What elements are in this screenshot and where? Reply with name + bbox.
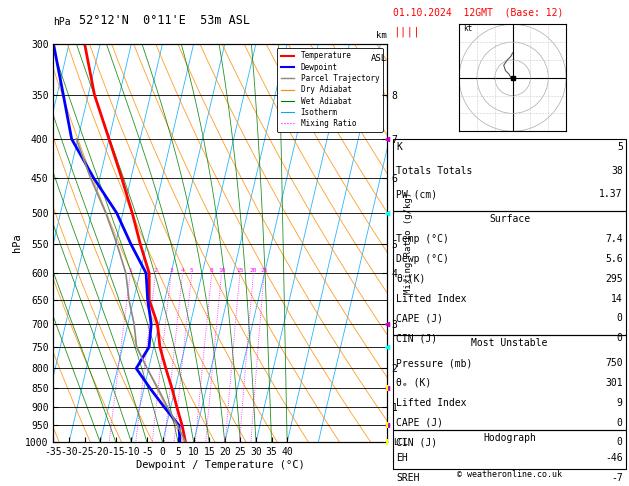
Text: 10: 10 [218, 268, 225, 273]
Text: 0: 0 [617, 417, 623, 428]
Text: 3: 3 [169, 268, 173, 273]
Text: Temp (°C): Temp (°C) [396, 234, 449, 244]
Text: ASL: ASL [370, 54, 387, 63]
Text: EH: EH [396, 453, 408, 463]
Text: 9: 9 [617, 398, 623, 408]
Text: Most Unstable: Most Unstable [471, 338, 548, 348]
Text: Pressure (mb): Pressure (mb) [396, 358, 472, 368]
Text: LCL: LCL [394, 438, 408, 447]
Text: 01.10.2024  12GMT  (Base: 12): 01.10.2024 12GMT (Base: 12) [393, 7, 564, 17]
Text: 5: 5 [617, 142, 623, 153]
Text: -7: -7 [611, 473, 623, 483]
Text: 0: 0 [617, 437, 623, 448]
Text: 4: 4 [181, 268, 184, 273]
Text: 14: 14 [611, 294, 623, 304]
Text: 15: 15 [236, 268, 243, 273]
Text: 2: 2 [153, 268, 157, 273]
Text: kt: kt [463, 24, 472, 34]
Text: CAPE (J): CAPE (J) [396, 313, 443, 324]
Text: 8: 8 [210, 268, 214, 273]
Text: 301: 301 [605, 378, 623, 388]
Text: -46: -46 [605, 453, 623, 463]
Text: 38: 38 [611, 166, 623, 176]
Y-axis label: hPa: hPa [13, 234, 22, 252]
Text: 20: 20 [250, 268, 257, 273]
Text: 0: 0 [617, 333, 623, 343]
Text: CIN (J): CIN (J) [396, 333, 437, 343]
Text: Hodograph: Hodograph [483, 433, 536, 443]
Text: 1: 1 [128, 268, 132, 273]
Text: CAPE (J): CAPE (J) [396, 417, 443, 428]
Text: 750: 750 [605, 358, 623, 368]
Text: 25: 25 [260, 268, 268, 273]
Text: 7.4: 7.4 [605, 234, 623, 244]
Text: 1.37: 1.37 [599, 189, 623, 199]
Text: PW (cm): PW (cm) [396, 189, 437, 199]
Text: Dewp (°C): Dewp (°C) [396, 254, 449, 264]
Text: Lifted Index: Lifted Index [396, 398, 467, 408]
Text: CIN (J): CIN (J) [396, 437, 437, 448]
Text: 0: 0 [617, 313, 623, 324]
Text: θₑ(K): θₑ(K) [396, 274, 426, 284]
Text: 52°12'N  0°11'E  53m ASL: 52°12'N 0°11'E 53m ASL [79, 14, 250, 27]
X-axis label: Dewpoint / Temperature (°C): Dewpoint / Temperature (°C) [136, 460, 304, 470]
Text: ||||: |||| [393, 27, 420, 37]
Text: 5.6: 5.6 [605, 254, 623, 264]
Text: 295: 295 [605, 274, 623, 284]
Text: Lifted Index: Lifted Index [396, 294, 467, 304]
Text: 5: 5 [190, 268, 194, 273]
Text: Surface: Surface [489, 214, 530, 225]
Text: hPa: hPa [53, 17, 71, 27]
Text: Mixing Ratio (g/kg): Mixing Ratio (g/kg) [404, 192, 413, 294]
Text: SREH: SREH [396, 473, 420, 483]
Text: © weatheronline.co.uk: © weatheronline.co.uk [457, 469, 562, 479]
Text: K: K [396, 142, 402, 153]
Text: km: km [376, 31, 387, 40]
Text: Totals Totals: Totals Totals [396, 166, 472, 176]
Legend: Temperature, Dewpoint, Parcel Trajectory, Dry Adiabat, Wet Adiabat, Isotherm, Mi: Temperature, Dewpoint, Parcel Trajectory… [277, 48, 383, 132]
Text: θₑ (K): θₑ (K) [396, 378, 431, 388]
